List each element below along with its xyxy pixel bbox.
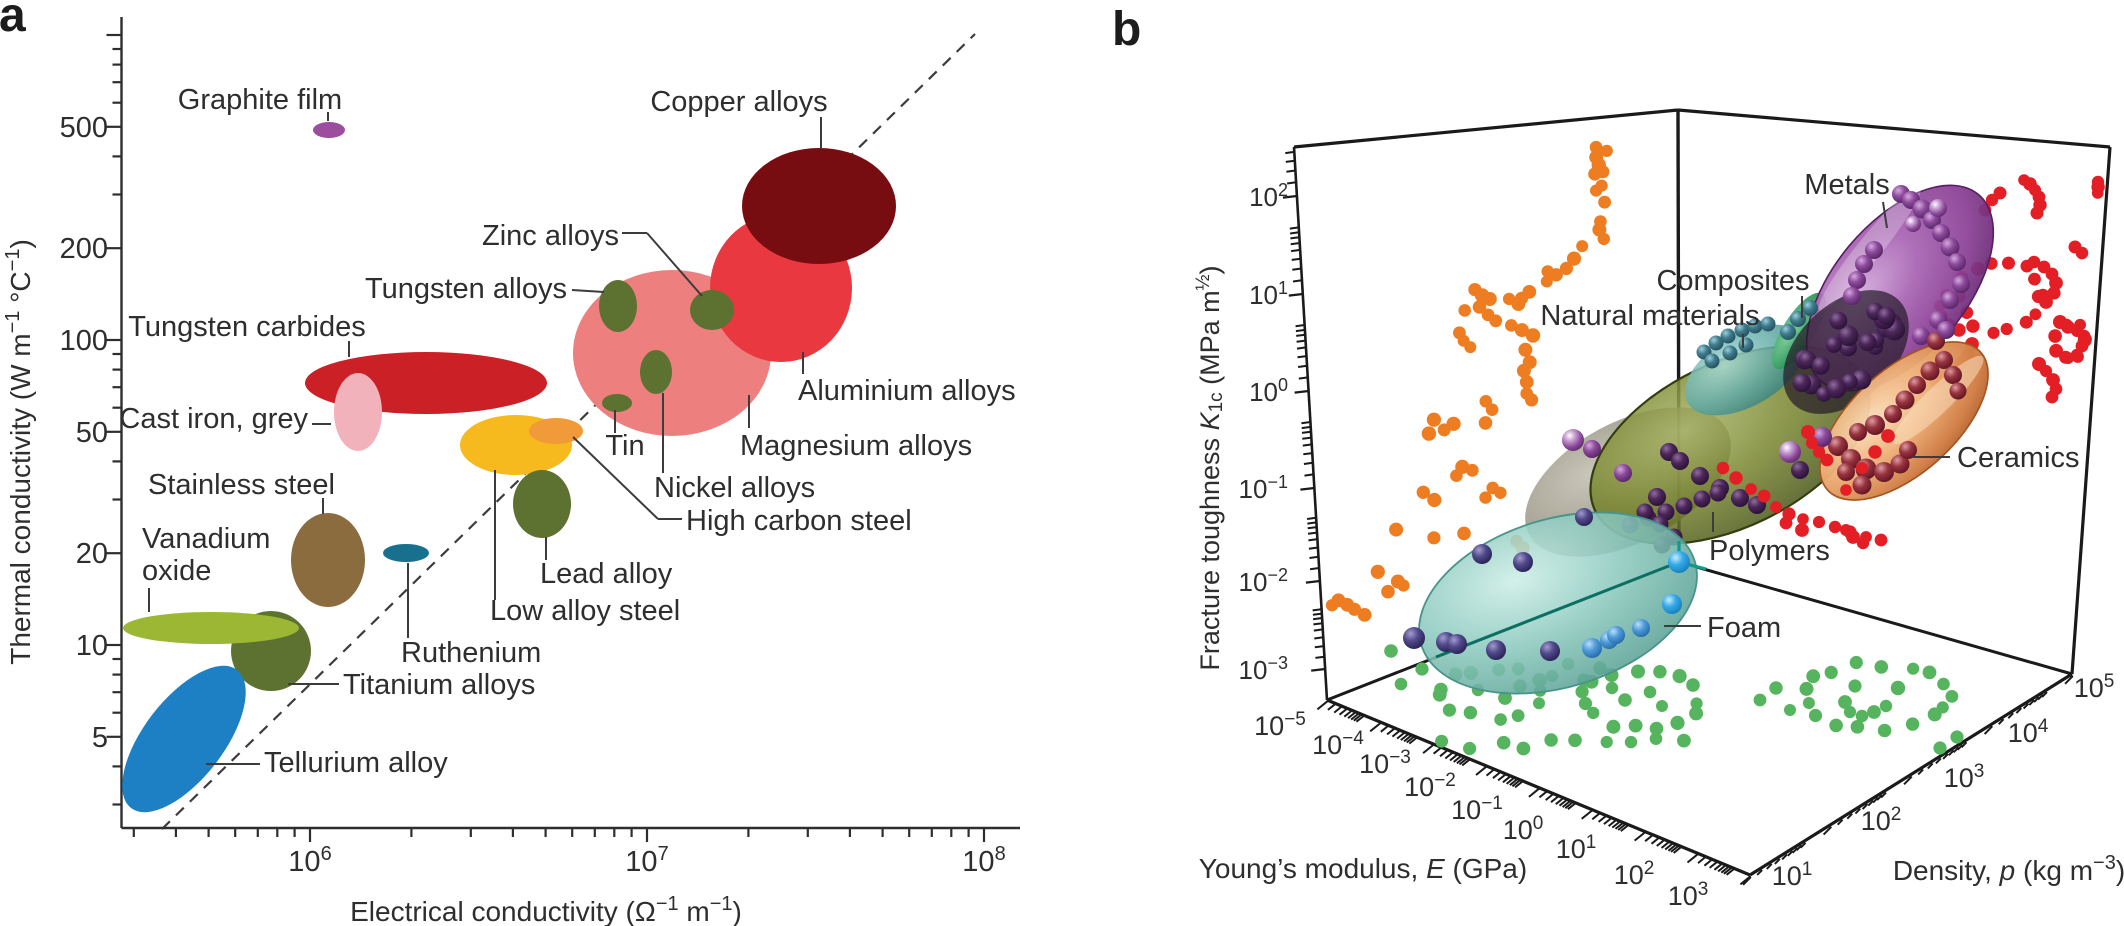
svg-text:10−5: 10−5 <box>1254 709 1306 742</box>
svg-text:Zinc alloys: Zinc alloys <box>482 220 619 252</box>
svg-text:Titanium alloys: Titanium alloys <box>343 669 535 701</box>
svg-text:103: 103 <box>1944 761 1985 794</box>
svg-text:Polymers: Polymers <box>1709 535 1830 567</box>
svg-text:Tellurium alloy: Tellurium alloy <box>264 747 448 779</box>
svg-text:Low alloy steel: Low alloy steel <box>490 595 680 627</box>
svg-text:oxide: oxide <box>142 555 211 587</box>
svg-text:101: 101 <box>1556 832 1597 865</box>
svg-text:100: 100 <box>1503 813 1544 846</box>
svg-text:Fracture toughness K1c (MPa m½: Fracture toughness K1c (MPa m½) <box>1193 265 1228 670</box>
svg-text:102: 102 <box>1861 804 1902 837</box>
svg-text:Tungsten alloys: Tungsten alloys <box>365 273 567 305</box>
svg-text:102: 102 <box>1614 858 1655 891</box>
svg-text:10−1: 10−1 <box>1451 793 1503 826</box>
svg-text:102: 102 <box>1249 180 1288 212</box>
svg-text:10−2: 10−2 <box>1239 565 1288 597</box>
svg-text:100: 100 <box>60 325 108 357</box>
svg-text:High carbon steel: High carbon steel <box>686 505 912 537</box>
svg-text:50: 50 <box>76 417 108 449</box>
svg-text:a: a <box>0 0 26 42</box>
svg-text:Cast iron, grey: Cast iron, grey <box>119 403 308 435</box>
svg-text:Foam: Foam <box>1707 612 1781 644</box>
svg-text:Magnesium alloys: Magnesium alloys <box>740 430 972 462</box>
svg-text:10−3: 10−3 <box>1359 747 1411 780</box>
svg-text:Ceramics: Ceramics <box>1957 442 2079 474</box>
svg-text:Electrical conductivity (Ω−1 m: Electrical conductivity (Ω−1 m−1) <box>350 893 742 926</box>
svg-text:100: 100 <box>1249 375 1288 407</box>
svg-text:Thermal conductivity (W m−1 °C: Thermal conductivity (W m−1 °C−1) <box>2 239 36 665</box>
svg-text:20: 20 <box>76 538 108 570</box>
svg-text:200: 200 <box>60 233 108 265</box>
svg-text:Composites: Composites <box>1656 265 1809 297</box>
svg-text:10−2: 10−2 <box>1404 770 1456 803</box>
svg-text:Density, p (kg m−3): Density, p (kg m−3) <box>1893 852 2124 886</box>
svg-text:b: b <box>1112 3 1141 56</box>
svg-text:Lead alloy: Lead alloy <box>540 558 673 590</box>
svg-text:Tungsten carbides: Tungsten carbides <box>128 311 366 343</box>
svg-text:500: 500 <box>60 112 108 144</box>
svg-text:Young’s modulus, E (GPa): Young’s modulus, E (GPa) <box>1199 853 1527 884</box>
svg-text:Tin: Tin <box>605 430 644 462</box>
svg-text:108: 108 <box>962 843 1005 878</box>
svg-text:107: 107 <box>625 843 668 878</box>
svg-text:Ruthenium: Ruthenium <box>401 637 541 669</box>
svg-text:10−1: 10−1 <box>1239 472 1288 504</box>
svg-text:10−4: 10−4 <box>1312 728 1364 761</box>
svg-text:Nickel alloys: Nickel alloys <box>654 472 815 504</box>
svg-text:5: 5 <box>92 722 108 754</box>
svg-text:103: 103 <box>1668 879 1709 912</box>
svg-text:Stainless steel: Stainless steel <box>148 469 335 501</box>
svg-text:105: 105 <box>2074 671 2115 704</box>
svg-text:101: 101 <box>1249 278 1288 310</box>
svg-text:106: 106 <box>288 843 331 878</box>
svg-text:Aluminium alloys: Aluminium alloys <box>798 375 1016 407</box>
svg-text:104: 104 <box>2008 716 2049 749</box>
svg-text:Vanadium: Vanadium <box>142 523 270 555</box>
svg-text:Metals: Metals <box>1804 169 1889 201</box>
svg-text:Graphite film: Graphite film <box>178 84 342 116</box>
svg-text:10−3: 10−3 <box>1239 653 1288 685</box>
svg-text:Copper alloys: Copper alloys <box>650 86 827 118</box>
svg-text:10: 10 <box>76 630 108 662</box>
svg-text:Natural materials: Natural materials <box>1540 300 1759 332</box>
svg-text:101: 101 <box>1772 859 1813 892</box>
